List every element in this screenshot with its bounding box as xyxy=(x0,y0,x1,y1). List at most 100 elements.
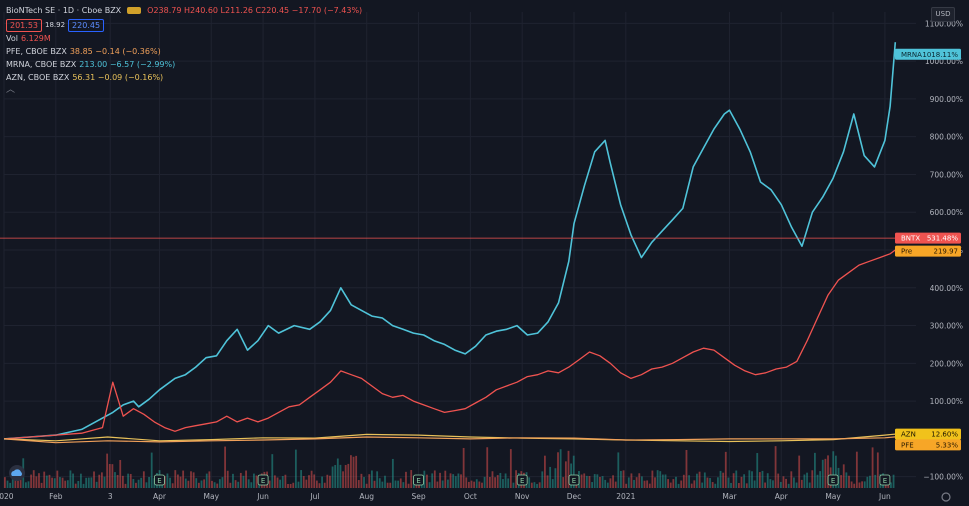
volume-bar xyxy=(491,471,494,488)
volume-bar xyxy=(61,477,64,488)
volume-bar xyxy=(24,482,27,488)
volume-bar xyxy=(646,480,649,488)
volume-bar xyxy=(195,478,198,488)
volume-bar xyxy=(572,455,575,488)
volume-bar xyxy=(226,470,229,488)
volume-bar xyxy=(135,482,137,488)
earnings-icon[interactable]: E xyxy=(879,474,891,486)
volume-bar xyxy=(253,473,255,488)
volume-bar xyxy=(331,466,334,488)
x-tick-label: May xyxy=(204,492,220,501)
volume-bar xyxy=(82,483,85,488)
volume-bar xyxy=(27,481,30,488)
volume-bar xyxy=(884,482,887,488)
earnings-icon[interactable]: E xyxy=(827,474,839,486)
volume-bar xyxy=(182,470,185,488)
currency-button[interactable]: USD xyxy=(931,7,955,22)
earnings-marker-box xyxy=(154,474,165,486)
volume-bar xyxy=(384,475,386,488)
volume-bar xyxy=(255,475,258,488)
volume-bar xyxy=(696,473,698,488)
volume-bar xyxy=(381,481,384,488)
end-label-box xyxy=(895,48,961,60)
volume-bar xyxy=(612,475,614,488)
volume-bar xyxy=(347,463,350,488)
volume-bar xyxy=(436,481,439,488)
volume-bar xyxy=(840,475,843,488)
volume-bar xyxy=(758,472,761,488)
volume-bar xyxy=(148,477,150,488)
volume-bar xyxy=(428,482,431,488)
bid-price-button[interactable]: 201.53 xyxy=(6,19,42,32)
legend-collapse-icon[interactable]: ︿ xyxy=(6,85,16,95)
legend-mrna-label[interactable]: MRNA, CBOE BZX xyxy=(6,60,77,69)
volume-bar xyxy=(284,474,287,488)
volume-bar xyxy=(77,480,80,488)
volume-bar xyxy=(66,480,69,488)
market-status-icon[interactable] xyxy=(127,7,142,14)
volume-bar xyxy=(795,482,798,488)
legend-pfe-label[interactable]: PFE, CBOE BZX xyxy=(6,47,67,56)
volume-bar xyxy=(59,477,61,488)
volume-bar xyxy=(562,477,565,488)
volume-bar xyxy=(150,452,153,488)
legend-azn-label[interactable]: AZN, CBOE BZX xyxy=(6,73,70,82)
volume-bar xyxy=(714,483,717,488)
volume-bar xyxy=(339,464,342,488)
end-label-value: 1018.11% xyxy=(922,51,958,59)
series-line-azn xyxy=(3,433,896,443)
volume-bar xyxy=(583,473,586,488)
volume-bar xyxy=(845,472,848,488)
volume-bar xyxy=(431,473,434,488)
volume-bar xyxy=(45,475,48,488)
volume-bar xyxy=(467,481,470,488)
volume-bar xyxy=(475,479,478,488)
volume-bar xyxy=(774,446,777,488)
y-tick-label: 1100.00% xyxy=(925,19,963,28)
volume-bar xyxy=(56,470,59,488)
volume-bar xyxy=(711,482,714,488)
volume-bar xyxy=(357,480,360,488)
volume-bar xyxy=(87,477,90,488)
end-label-box xyxy=(895,428,961,440)
series-line-bntx xyxy=(3,249,896,440)
y-tick-label: 1000.00% xyxy=(925,57,963,66)
volume-bar xyxy=(242,475,245,488)
y-tick-label: 100.00% xyxy=(930,397,963,406)
volume-bar xyxy=(426,474,428,488)
earnings-icon[interactable]: E xyxy=(413,474,424,486)
volume-bar xyxy=(145,482,148,488)
volume-bar xyxy=(439,472,441,488)
volume-bar xyxy=(177,474,179,488)
volume-bar xyxy=(140,477,143,488)
volume-bar xyxy=(599,476,601,488)
earnings-icon[interactable]: E xyxy=(257,474,269,486)
volume-bar xyxy=(533,482,536,488)
volume-bar xyxy=(179,476,182,488)
volume-bar xyxy=(462,447,465,488)
volume-bar xyxy=(512,482,515,488)
volume-bar xyxy=(669,482,672,488)
volume-bar xyxy=(213,482,216,488)
volume-bar xyxy=(486,447,489,488)
weather-cloud-icon[interactable] xyxy=(9,465,25,481)
x-tick-label: Nov xyxy=(515,492,530,501)
volume-bar xyxy=(661,474,664,488)
legend-pfe-value: 38.85 −0.14 (−0.36%) xyxy=(69,47,161,56)
volume-bar xyxy=(782,476,785,488)
earnings-icon[interactable]: E xyxy=(516,474,528,486)
volume-bar xyxy=(216,483,219,488)
volume-bar xyxy=(509,449,512,488)
volume-bar xyxy=(625,483,628,488)
ask-price-button[interactable]: 220.45 xyxy=(68,19,105,32)
volume-bar xyxy=(221,477,224,488)
x-axis: 2020 Feb 3 Apr May Jun Jul Aug Sep Oct Nov Dec 2021 M… xyxy=(0,492,891,501)
earnings-icon[interactable]: E xyxy=(154,474,165,486)
settings-gear-icon[interactable] xyxy=(941,492,951,502)
volume-bar xyxy=(95,481,98,488)
earnings-icon[interactable]: E xyxy=(568,474,580,486)
volume-label[interactable]: Vol xyxy=(6,34,18,43)
symbol-title[interactable]: BioNTech SE · 1D · Cboe BZX xyxy=(6,6,122,15)
